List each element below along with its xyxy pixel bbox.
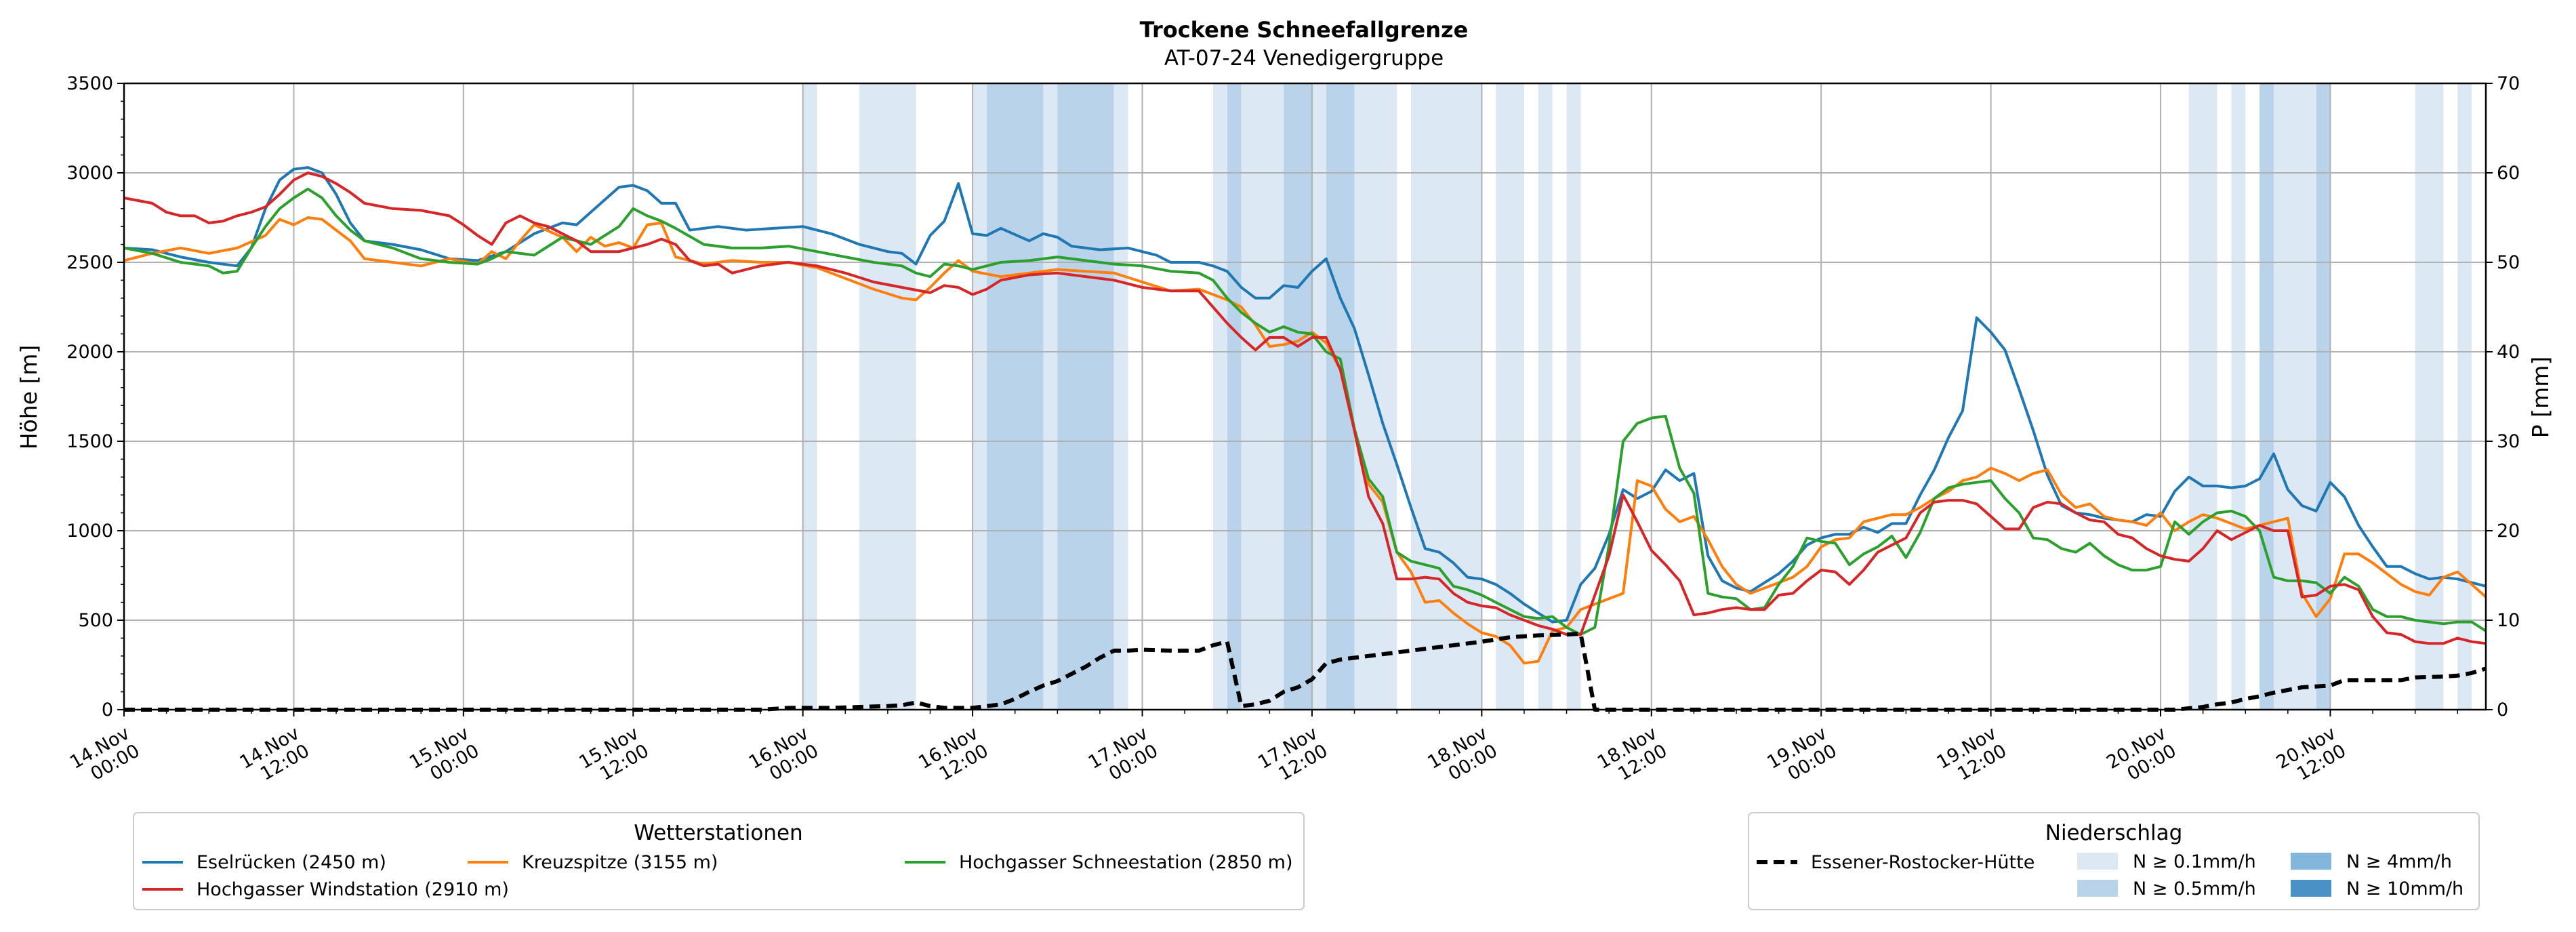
y-tick-label-left: 1000 <box>66 521 113 542</box>
y-tick-label-left: 3500 <box>66 73 113 94</box>
series-lines <box>123 166 2487 712</box>
y-axis-label-right: P [mm] <box>2527 357 2554 438</box>
precip-bands <box>802 83 2472 710</box>
y-tick-label-left: 0 <box>102 700 113 721</box>
precip-legend-title: Niederschlag <box>2045 821 2183 845</box>
legend-class-label: N ≥ 10mm/h <box>2346 878 2463 899</box>
precip-band <box>1113 83 1128 710</box>
precip-legend: Niederschlag Essener-Rostocker-Hütte N ≥… <box>1748 812 2480 910</box>
stations-legend-items: Eselrücken (2450 m) Kreuzspitze (3155 m) H… <box>142 852 1293 900</box>
legend-class-swatch <box>2077 853 2118 870</box>
y-tick-label-left: 3000 <box>66 163 113 184</box>
precip-band <box>1057 83 1114 710</box>
legend-class-label: N ≥ 4mm/h <box>2346 851 2452 872</box>
y-tick-label-right: 50 <box>2497 252 2520 273</box>
legend-class-swatch <box>2077 880 2118 897</box>
precip-band <box>1212 83 1227 710</box>
series-line <box>123 171 2487 645</box>
y-tick-label-right: 10 <box>2497 610 2520 631</box>
precip-band <box>2457 83 2472 710</box>
y-tick-label-right: 70 <box>2497 73 2520 94</box>
y-tick-label-right: 30 <box>2497 431 2520 452</box>
precip-band <box>2231 83 2246 710</box>
legend-class-label: N ≥ 0.5mm/h <box>2133 878 2256 899</box>
precip-band <box>1043 83 1058 710</box>
precip-band <box>2188 83 2217 710</box>
y-tick-label-left: 500 <box>78 610 113 631</box>
precip-legend-classes: N ≥ 0.1mm/h N ≥ 0.5mm/h N ≥ 4mm/h N ≥ 10mm/… <box>2077 851 2463 899</box>
series-line <box>123 166 2487 624</box>
y-tick-label-left: 2500 <box>66 252 113 273</box>
stations-legend-title: Wetterstationen <box>634 821 802 845</box>
precip-band <box>973 83 987 710</box>
precip-band <box>859 83 916 710</box>
legend-label: Hochgasser Windstation (2910 m) <box>197 879 509 900</box>
precip-band <box>1227 83 1242 710</box>
precip-band <box>2415 83 2444 710</box>
y-tick-label-right: 60 <box>2497 163 2520 184</box>
legend-label: Kreuzspitze (3155 m) <box>522 852 718 873</box>
stations-legend: Wetterstationen Eselrücken (2450 m) Kreuz… <box>133 812 1305 910</box>
y-tick-label-right: 0 <box>2497 700 2508 721</box>
precip-band <box>2316 83 2331 710</box>
precip-band <box>1241 83 1284 710</box>
precip-legend-line-label: Essener-Rostocker-Hütte <box>1811 852 2035 873</box>
precip-band <box>1411 83 1482 710</box>
y-tick-label-left: 2000 <box>66 342 113 363</box>
precip-band <box>1326 83 1355 710</box>
series-line <box>123 187 2487 636</box>
y-tick-label-right: 40 <box>2497 342 2520 363</box>
y-axis-label-left: Höhe [m] <box>16 345 42 450</box>
precip-band <box>986 83 1044 710</box>
precip-band <box>1538 83 1553 710</box>
precip-band <box>2260 83 2274 710</box>
legend-class-swatch <box>2291 880 2331 897</box>
precip-band <box>1284 83 1312 710</box>
plot-frame <box>123 82 2487 711</box>
y-tick-label-left: 1500 <box>66 431 113 452</box>
precip-band <box>1311 83 1326 710</box>
chart-title: Trockene Schneefallgrenze <box>1140 17 1469 43</box>
chart-subtitle: AT-07-24 Venedigergruppe <box>1164 46 1444 70</box>
legend-label: Eselrücken (2450 m) <box>197 852 386 873</box>
y-tick-label-right: 20 <box>2497 521 2520 542</box>
legend-class-swatch <box>2291 853 2331 870</box>
precip-band <box>802 83 817 710</box>
legend-label: Hochgasser Schneestation (2850 m) <box>959 852 1293 873</box>
precip-band <box>1566 83 1581 710</box>
legend-class-label: N ≥ 0.1mm/h <box>2133 851 2256 872</box>
precip-band <box>2273 83 2316 710</box>
stations-legend-box <box>133 812 1305 910</box>
